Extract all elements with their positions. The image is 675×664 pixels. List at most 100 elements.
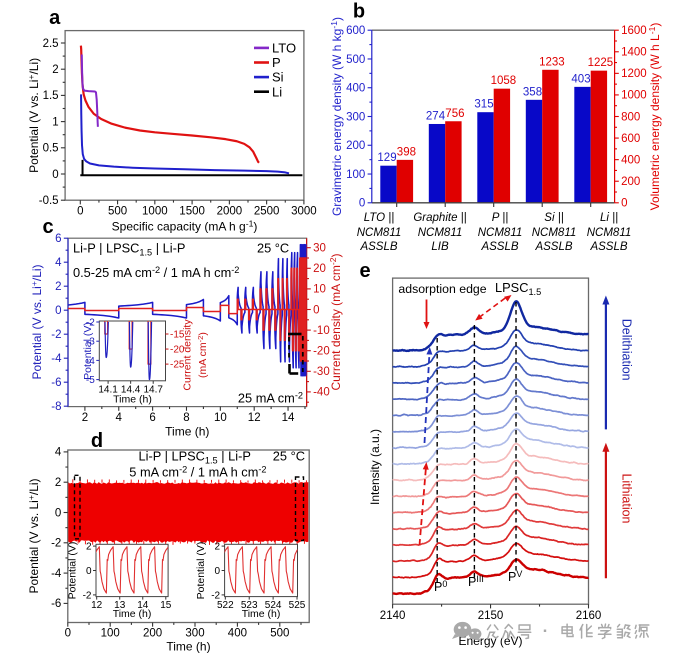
svg-text:P ||: P ||	[492, 212, 508, 224]
svg-text:25 °C: 25 °C	[257, 240, 289, 255]
svg-text:-6: -6	[51, 598, 61, 610]
svg-text:1600: 1600	[621, 25, 647, 37]
svg-text:315: 315	[474, 99, 493, 111]
svg-text:1000: 1000	[142, 205, 168, 217]
svg-text:500: 500	[108, 205, 127, 217]
svg-text:-8: -8	[51, 401, 61, 413]
svg-text:NCM811: NCM811	[418, 227, 463, 239]
svg-text:2: 2	[55, 477, 61, 489]
svg-text:-6: -6	[51, 377, 61, 389]
svg-text:Potential (V): Potential (V)	[195, 542, 207, 600]
svg-text:Time (h): Time (h)	[242, 608, 281, 620]
svg-text:8: 8	[183, 412, 189, 424]
svg-text:0.5: 0.5	[43, 143, 59, 155]
svg-text:P0: P0	[434, 579, 447, 594]
svg-text:400: 400	[346, 83, 365, 95]
svg-text:adsorption edge: adsorption edge	[398, 282, 486, 296]
svg-text:300: 300	[185, 628, 204, 640]
svg-text:0: 0	[313, 304, 319, 316]
svg-text:800: 800	[621, 111, 640, 123]
svg-text:100: 100	[101, 628, 120, 640]
svg-text:-2: -2	[51, 538, 61, 550]
svg-text:Current density (mA cm-2): Current density (mA cm-2)	[328, 253, 343, 390]
svg-text:2.5: 2.5	[43, 38, 59, 50]
svg-text:398: 398	[397, 146, 416, 158]
svg-text:NCM811: NCM811	[587, 227, 632, 239]
svg-text:(mA cm-2): (mA cm-2)	[196, 332, 209, 378]
svg-text:-20: -20	[170, 345, 185, 356]
svg-text:756: 756	[445, 108, 464, 120]
svg-text:20: 20	[313, 263, 326, 275]
svg-text:Current density: Current density	[182, 319, 194, 391]
svg-text:4: 4	[55, 447, 62, 459]
svg-text:-30: -30	[313, 366, 330, 378]
svg-text:Time (h): Time (h)	[113, 394, 152, 406]
svg-text:25 mA cm-2: 25 mA cm-2	[238, 391, 303, 406]
svg-text:600: 600	[621, 133, 640, 145]
svg-text:a: a	[49, 7, 61, 29]
svg-text:Intensity (a.u.): Intensity (a.u.)	[368, 429, 382, 505]
svg-text:2500: 2500	[254, 205, 280, 217]
svg-text:PV: PV	[508, 569, 522, 584]
svg-text:ASSLB: ASSLB	[359, 241, 397, 253]
svg-text:2: 2	[82, 412, 88, 424]
svg-text:1500: 1500	[179, 205, 205, 217]
svg-text:0.5-25 mA cm-2 / 1 mA h cm-2: 0.5-25 mA cm-2 / 1 mA h cm-2	[73, 265, 239, 280]
svg-text:Time (h): Time (h)	[113, 608, 152, 620]
svg-text:0: 0	[215, 566, 221, 577]
svg-text:Li ||: Li ||	[600, 212, 618, 224]
svg-text:-2: -2	[211, 590, 220, 601]
svg-text:Graphite ||: Graphite ||	[413, 212, 466, 224]
svg-text:5 mA cm-2 / 1 mA h cm-2: 5 mA cm-2 / 1 mA h cm-2	[129, 465, 266, 480]
svg-text:-5: -5	[86, 375, 95, 386]
svg-text:ASSLB: ASSLB	[534, 241, 572, 253]
svg-text:2: 2	[86, 542, 92, 553]
svg-text:0: 0	[55, 305, 61, 317]
svg-text:Volumetric energy density (W h: Volumetric energy density (W h L-1)	[647, 23, 662, 211]
svg-text:ASSLB: ASSLB	[589, 241, 627, 253]
svg-text:NCM811: NCM811	[357, 227, 402, 239]
svg-text:358: 358	[523, 86, 542, 98]
svg-text:Li: Li	[272, 84, 282, 99]
svg-text:525: 525	[289, 600, 306, 611]
svg-text:14: 14	[282, 412, 295, 424]
svg-text:100: 100	[346, 169, 365, 181]
svg-text:LPSC1.5: LPSC1.5	[495, 280, 541, 297]
svg-text:-4: -4	[51, 568, 62, 580]
svg-text:14.4: 14.4	[121, 384, 141, 395]
svg-text:-10: -10	[313, 325, 330, 337]
svg-text:14: 14	[137, 600, 149, 611]
svg-text:-0.5: -0.5	[39, 195, 59, 207]
svg-text:2: 2	[55, 281, 61, 293]
svg-text:200: 200	[346, 140, 365, 152]
svg-text:1000: 1000	[621, 90, 647, 102]
svg-text:Lithiation: Lithiation	[620, 473, 634, 523]
svg-text:-4: -4	[86, 356, 95, 367]
svg-text:1.5: 1.5	[43, 90, 59, 102]
svg-text:Specific capacity (mA h g-1): Specific capacity (mA h g-1)	[112, 219, 258, 234]
svg-text:13: 13	[114, 600, 126, 611]
svg-text:500: 500	[346, 54, 365, 66]
svg-text:403: 403	[571, 73, 590, 85]
svg-text:4: 4	[116, 412, 123, 424]
svg-text:-2: -2	[51, 329, 61, 341]
svg-text:400: 400	[621, 154, 640, 166]
svg-text:e: e	[359, 260, 370, 282]
svg-text:1400: 1400	[621, 47, 647, 59]
svg-text:b: b	[353, 1, 365, 23]
svg-text:1233: 1233	[539, 56, 565, 68]
svg-text:10: 10	[313, 284, 326, 296]
svg-text:NCM811: NCM811	[532, 227, 577, 239]
svg-text:522: 522	[217, 600, 234, 611]
svg-text:300: 300	[346, 111, 365, 123]
svg-text:Li-P | LPSC1.5 | Li-P: Li-P | LPSC1.5 | Li-P	[73, 240, 185, 257]
svg-text:14.1: 14.1	[98, 384, 118, 395]
svg-text:d: d	[91, 430, 103, 452]
svg-text:Si: Si	[272, 70, 284, 85]
svg-text:1: 1	[52, 116, 58, 128]
svg-text:-2: -2	[86, 318, 95, 329]
svg-text:Potential (V vs. Li+/Li): Potential (V vs. Li+/Li)	[26, 478, 41, 593]
svg-text:12: 12	[91, 600, 103, 611]
svg-text:2: 2	[52, 64, 58, 76]
svg-text:Gravimetric energy density (W: Gravimetric energy density (W h kg-1)	[329, 17, 344, 216]
